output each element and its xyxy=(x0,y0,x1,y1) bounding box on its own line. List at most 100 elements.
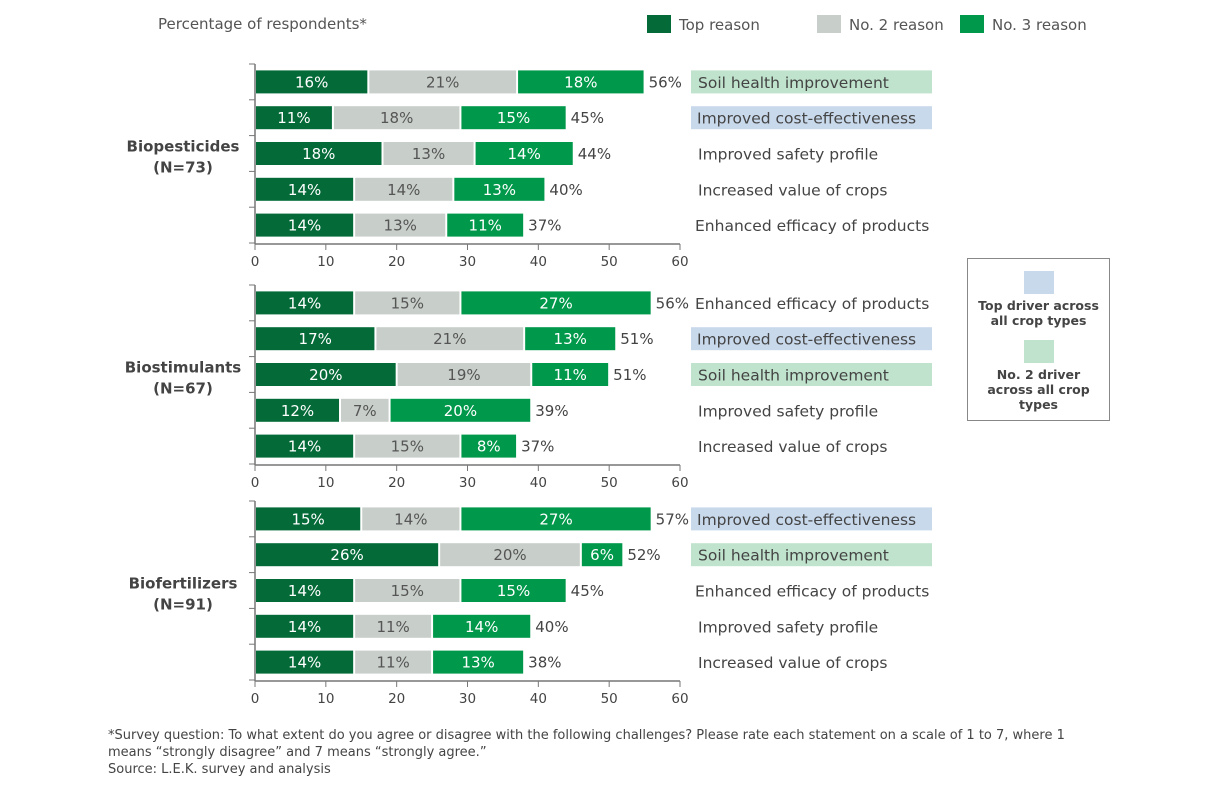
bar-value-label: 6% xyxy=(590,546,614,564)
x-tick-label: 50 xyxy=(601,475,618,491)
bar-segment xyxy=(355,579,460,602)
x-tick-label: 20 xyxy=(388,254,405,270)
bar-segment xyxy=(256,327,375,351)
reason-highlight xyxy=(691,327,932,351)
reason-label: Increased value of crops xyxy=(698,181,887,199)
bar-value-label: 15% xyxy=(391,438,424,456)
survey-note: *Survey question: To what extent do you … xyxy=(108,728,1065,760)
bar-total-label: 45% xyxy=(571,109,604,127)
legend-label: No. 3 reason xyxy=(992,16,1087,34)
bar-value-label: 20% xyxy=(309,366,342,384)
reason-highlight xyxy=(691,363,932,386)
bar-segment xyxy=(256,142,382,165)
bar-segment xyxy=(355,213,446,237)
legend-swatch xyxy=(647,15,671,33)
bar-segment xyxy=(376,327,524,351)
driver-legend: Top driver across all crop types No. 2 d… xyxy=(967,258,1110,421)
bar-segment xyxy=(440,543,580,567)
bar-segment xyxy=(355,614,432,638)
bar-segment xyxy=(525,327,616,351)
reason-label: Increased value of crops xyxy=(698,438,887,456)
x-tick-label: 40 xyxy=(530,475,547,491)
bar-total-label: 57% xyxy=(656,510,689,528)
bar-value-label: 11% xyxy=(554,366,587,384)
bar-value-label: 15% xyxy=(391,294,424,312)
reason-highlight xyxy=(691,106,932,130)
bar-value-label: 19% xyxy=(447,366,480,384)
bar-segment xyxy=(532,363,609,386)
bar-segment xyxy=(256,434,354,458)
bar-value-label: 11% xyxy=(376,654,409,672)
x-tick-label: 50 xyxy=(601,691,618,707)
bar-segment xyxy=(256,177,354,201)
x-tick-label: 10 xyxy=(317,254,334,270)
bar-value-label: 17% xyxy=(299,330,332,348)
reason-label: Soil health improvement xyxy=(698,367,889,385)
bar-segment xyxy=(397,363,531,386)
bar-value-label: 12% xyxy=(281,402,314,420)
top-driver-swatch xyxy=(1023,271,1054,294)
bar-segment xyxy=(256,291,354,315)
bar-total-label: 45% xyxy=(571,582,604,600)
no2-driver-swatch xyxy=(1023,340,1054,363)
reason-label: Improved cost-effectiveness xyxy=(697,331,916,349)
bar-total-label: 39% xyxy=(535,402,568,420)
bar-value-label: 14% xyxy=(465,618,498,636)
bar-total-label: 40% xyxy=(535,618,568,636)
bar-value-label: 14% xyxy=(288,181,321,199)
bar-segment xyxy=(355,650,432,674)
bar-segment xyxy=(383,142,474,165)
legend-label: No. 2 reason xyxy=(849,16,944,34)
bar-value-label: 13% xyxy=(461,654,494,672)
bar-segment xyxy=(256,579,354,602)
bar-value-label: 20% xyxy=(493,546,526,564)
bar-value-label: 20% xyxy=(444,402,477,420)
bar-segment xyxy=(256,213,354,237)
legend-label: Top reason xyxy=(678,16,760,34)
bar-value-label: 15% xyxy=(497,582,530,600)
bar-segment xyxy=(461,291,651,315)
x-tick-label: 40 xyxy=(530,254,547,270)
x-tick-label: 10 xyxy=(317,691,334,707)
bar-value-label: 21% xyxy=(426,73,459,91)
bar-value-label: 14% xyxy=(288,217,321,235)
bar-total-label: 51% xyxy=(613,366,646,384)
bar-total-label: 37% xyxy=(528,217,561,235)
bar-total-label: 52% xyxy=(627,546,660,564)
bar-value-label: 7% xyxy=(353,402,377,420)
bar-value-label: 27% xyxy=(539,510,572,528)
y-axis-title: Percentage of respondents* xyxy=(158,15,367,33)
x-tick-label: 60 xyxy=(671,254,688,270)
bar-segment xyxy=(355,434,460,458)
bar-segment xyxy=(256,70,368,94)
bar-total-label: 38% xyxy=(528,654,561,672)
source-note: Source: L.E.K. survey and analysis xyxy=(108,762,331,777)
panel-label: Biopesticides xyxy=(127,138,240,156)
bar-total-label: 37% xyxy=(521,438,554,456)
x-tick-label: 40 xyxy=(530,691,547,707)
x-tick-label: 30 xyxy=(459,691,476,707)
panel-n: (N=91) xyxy=(153,596,213,614)
reason-label: Enhanced efficacy of products xyxy=(695,583,929,601)
no2-driver-label: No. 2 driver across all crop types xyxy=(987,367,1090,412)
reason-label: Enhanced efficacy of products xyxy=(695,217,929,235)
bar-value-label: 8% xyxy=(477,438,501,456)
bar-segment xyxy=(355,291,460,315)
x-tick-label: 60 xyxy=(671,475,688,491)
bar-value-label: 13% xyxy=(412,145,445,163)
bar-value-label: 13% xyxy=(554,330,587,348)
x-tick-label: 30 xyxy=(459,475,476,491)
bar-segment xyxy=(355,177,453,201)
bar-value-label: 15% xyxy=(291,510,324,528)
reason-label: Soil health improvement xyxy=(698,74,889,92)
bar-segment xyxy=(333,106,460,130)
bar-segment xyxy=(461,434,517,458)
bar-value-label: 14% xyxy=(288,582,321,600)
x-tick-label: 0 xyxy=(251,254,260,270)
bar-segment xyxy=(475,142,573,165)
reason-label: Increased value of crops xyxy=(698,654,887,672)
x-tick-label: 20 xyxy=(388,691,405,707)
bar-value-label: 14% xyxy=(507,145,540,163)
reason-label: Improved cost-effectiveness xyxy=(697,110,916,128)
